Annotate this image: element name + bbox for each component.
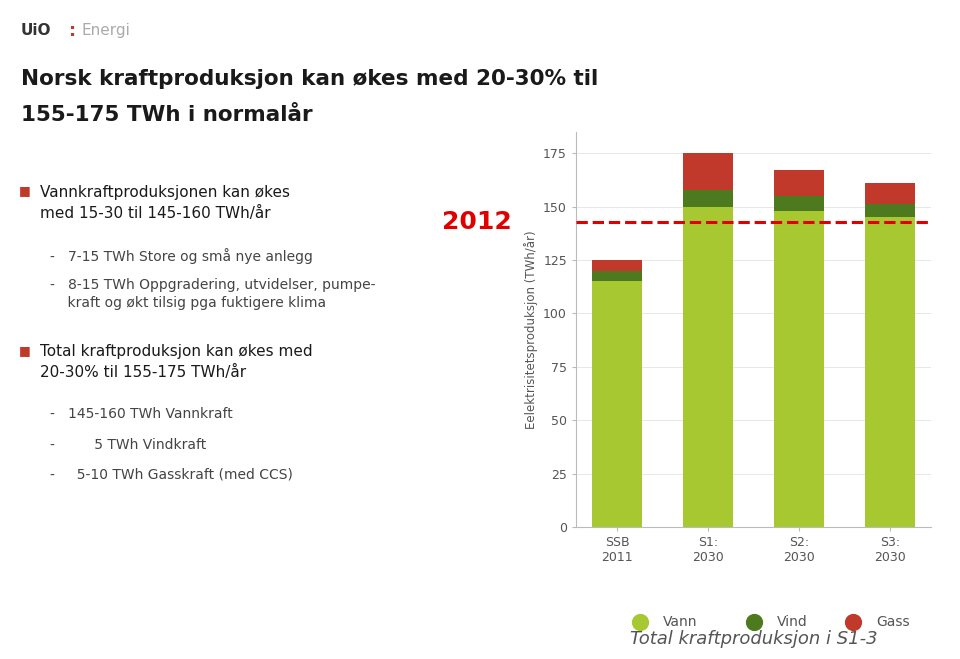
- Bar: [774, 170, 824, 196]
- Text: -     5-10 TWh Gasskraft (med CCS): - 5-10 TWh Gasskraft (med CCS): [50, 468, 293, 482]
- Bar: [592, 281, 642, 527]
- Y-axis label: Eelektrisitetsproduksjon (TWh/år): Eelektrisitetsproduksjon (TWh/år): [523, 230, 538, 429]
- Bar: [592, 260, 642, 271]
- Text: Total kraftproduksjon kan økes med
20-30% til 155-175 TWh/år: Total kraftproduksjon kan økes med 20-30…: [40, 344, 313, 380]
- Point: [655, 523, 670, 533]
- Bar: [592, 271, 642, 281]
- Text: -   145-160 TWh Vannkraft: - 145-160 TWh Vannkraft: [50, 407, 232, 421]
- Text: -         5 TWh Vindkraft: - 5 TWh Vindkraft: [50, 438, 206, 451]
- Text: :: :: [69, 22, 76, 40]
- Bar: [774, 211, 824, 527]
- Text: Total kraftproduksjon i S1-3: Total kraftproduksjon i S1-3: [630, 630, 877, 648]
- Text: Vind: Vind: [777, 615, 807, 629]
- Bar: [684, 153, 733, 190]
- Point: [626, 523, 641, 533]
- Text: 155-175 TWh i normalår: 155-175 TWh i normalår: [21, 105, 313, 125]
- Bar: [865, 183, 915, 204]
- Text: -   7-15 TWh Store og små nye anlegg: - 7-15 TWh Store og små nye anlegg: [50, 248, 313, 264]
- Text: ■: ■: [19, 344, 31, 357]
- Point: [681, 523, 696, 533]
- Bar: [865, 217, 915, 527]
- Text: 2012: 2012: [442, 210, 512, 233]
- Text: Energi: Energi: [82, 23, 131, 38]
- Text: ■: ■: [19, 185, 31, 198]
- Bar: [774, 196, 824, 211]
- Text: -   8-15 TWh Oppgradering, utvidelser, pumpe-
    kraft og økt tilsig pga fuktig: - 8-15 TWh Oppgradering, utvidelser, pum…: [50, 278, 375, 310]
- Bar: [684, 207, 733, 527]
- Text: Gass: Gass: [876, 615, 910, 629]
- Text: UiO: UiO: [21, 23, 52, 38]
- Text: Vann: Vann: [663, 615, 698, 629]
- Bar: [865, 204, 915, 217]
- Bar: [684, 190, 733, 207]
- Text: Vannkraftproduksjonen kan økes
med 15-30 til 145-160 TWh/år: Vannkraftproduksjonen kan økes med 15-30…: [40, 185, 290, 221]
- Text: Norsk kraftproduksjon kan økes med 20-30% til: Norsk kraftproduksjon kan økes med 20-30…: [21, 69, 598, 89]
